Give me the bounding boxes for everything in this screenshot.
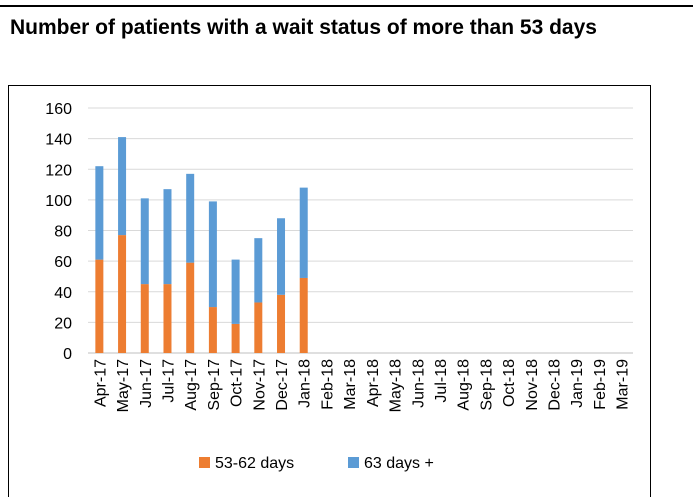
bar-segment — [277, 294, 286, 353]
legend-swatch — [348, 457, 359, 468]
chart-title: Number of patients with a wait status of… — [10, 16, 597, 39]
bar-segment — [163, 284, 172, 353]
bar-segment — [95, 166, 104, 260]
x-tick-label: Jul-18 — [433, 359, 450, 403]
x-tick-label: Oct-18 — [501, 359, 518, 407]
bar-segment — [118, 137, 127, 236]
bar-segment — [140, 284, 149, 353]
legend-label: 63 days + — [364, 455, 434, 472]
y-tick-label: 60 — [54, 254, 72, 271]
bar-segment — [231, 259, 240, 324]
y-tick-label: 140 — [45, 132, 72, 149]
x-tick-label: Dec-17 — [274, 359, 291, 411]
top-rule — [0, 5, 693, 7]
bar-segment — [208, 307, 217, 353]
bar-segment — [231, 323, 240, 353]
x-tick-label: Mar-19 — [615, 359, 632, 410]
bar-segment — [254, 238, 263, 303]
bar-segment — [299, 277, 308, 353]
bar-segment — [254, 302, 263, 353]
bar-segment — [208, 201, 217, 308]
x-tick-label: Apr-18 — [365, 359, 382, 407]
x-tick-label: Oct-17 — [229, 359, 246, 407]
x-tick-label: Apr-17 — [92, 359, 109, 407]
y-tick-label: 80 — [54, 224, 72, 241]
legend-swatch — [199, 457, 210, 468]
y-tick-label: 0 — [63, 346, 72, 363]
bar-segment — [277, 218, 286, 295]
x-tick-label: May-17 — [115, 359, 132, 412]
x-tick-label: Sep-17 — [206, 359, 223, 411]
y-tick-label: 120 — [45, 162, 72, 179]
x-tick-label: Feb-18 — [319, 359, 336, 410]
x-tick-label: Jul-17 — [160, 359, 177, 403]
y-tick-label: 40 — [54, 285, 72, 302]
bar-segment — [186, 173, 195, 263]
bar-segment — [95, 259, 104, 353]
bar-segment — [299, 187, 308, 278]
x-tick-label: May-18 — [388, 359, 405, 412]
x-tick-label: Feb-19 — [592, 359, 609, 410]
bar-segment — [163, 189, 172, 285]
x-tick-label: Aug-18 — [456, 359, 473, 411]
chart-frame — [8, 85, 651, 497]
x-tick-label: Nov-18 — [524, 359, 541, 411]
x-tick-label: Jan-19 — [569, 359, 586, 408]
x-tick-label: Sep-18 — [478, 359, 495, 411]
legend-label: 53-62 days — [215, 455, 294, 472]
bar-segment — [118, 235, 127, 353]
x-tick-label: Mar-18 — [342, 359, 359, 410]
x-tick-label: Jun-18 — [410, 359, 427, 408]
x-tick-label: Nov-17 — [251, 359, 268, 411]
bar-segment — [140, 198, 149, 285]
x-tick-label: Dec-18 — [547, 359, 564, 411]
x-tick-label: Jan-18 — [297, 359, 314, 408]
y-tick-label: 160 — [45, 101, 72, 118]
x-tick-label: Jun-17 — [138, 359, 155, 408]
y-tick-label: 20 — [54, 315, 72, 332]
bar-segment — [186, 262, 195, 353]
y-tick-label: 100 — [45, 193, 72, 210]
x-tick-label: Aug-17 — [183, 359, 200, 411]
